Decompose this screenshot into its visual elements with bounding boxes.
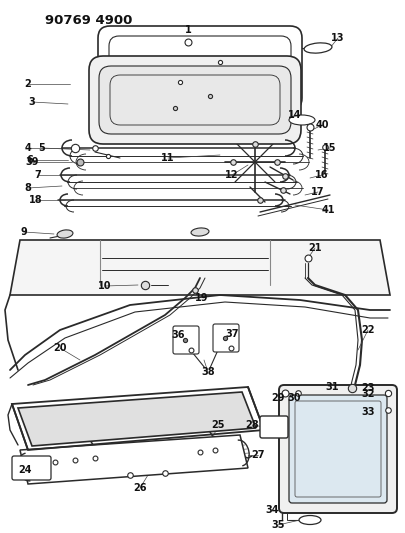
Text: 10: 10 <box>98 281 112 291</box>
Text: 38: 38 <box>201 367 215 377</box>
Text: 24: 24 <box>18 465 32 475</box>
FancyBboxPatch shape <box>289 395 387 503</box>
Text: 27: 27 <box>251 450 265 460</box>
Text: 26: 26 <box>133 483 147 493</box>
Text: 1: 1 <box>185 25 192 35</box>
Text: 41: 41 <box>321 205 335 215</box>
FancyBboxPatch shape <box>98 26 302 110</box>
Text: 16: 16 <box>315 170 329 180</box>
FancyBboxPatch shape <box>279 385 397 513</box>
Text: 14: 14 <box>288 110 302 120</box>
Text: 90769 4900: 90769 4900 <box>45 14 132 27</box>
Text: 19: 19 <box>195 293 209 303</box>
FancyBboxPatch shape <box>213 324 239 352</box>
Text: 15: 15 <box>323 143 337 153</box>
Polygon shape <box>10 240 390 295</box>
Ellipse shape <box>299 515 321 524</box>
Text: 22: 22 <box>361 325 375 335</box>
Text: 35: 35 <box>271 520 285 530</box>
Text: 37: 37 <box>225 329 239 339</box>
Text: 12: 12 <box>225 170 239 180</box>
FancyBboxPatch shape <box>12 456 51 480</box>
FancyBboxPatch shape <box>99 66 291 134</box>
Text: 29: 29 <box>271 393 285 403</box>
Text: 7: 7 <box>34 170 41 180</box>
Text: 21: 21 <box>308 243 322 253</box>
Text: 13: 13 <box>331 33 345 43</box>
Text: 6: 6 <box>27 155 33 165</box>
Text: 11: 11 <box>161 153 175 163</box>
Text: 25: 25 <box>211 420 225 430</box>
Text: 20: 20 <box>53 343 67 353</box>
FancyBboxPatch shape <box>89 56 301 144</box>
Text: 30: 30 <box>287 393 301 403</box>
Text: 39: 39 <box>25 157 39 167</box>
Text: 9: 9 <box>21 227 28 237</box>
Polygon shape <box>20 435 248 484</box>
Text: 3: 3 <box>29 97 35 107</box>
Text: 5: 5 <box>38 143 45 153</box>
Text: 23: 23 <box>361 383 375 393</box>
Text: 18: 18 <box>29 195 43 205</box>
Text: 2: 2 <box>25 79 31 89</box>
Text: 36: 36 <box>171 330 185 340</box>
Ellipse shape <box>191 228 209 236</box>
Text: 34: 34 <box>265 505 279 515</box>
Ellipse shape <box>57 230 73 238</box>
Text: 32: 32 <box>361 389 375 399</box>
Text: 33: 33 <box>361 407 375 417</box>
FancyBboxPatch shape <box>173 326 199 354</box>
Text: 8: 8 <box>25 183 32 193</box>
Text: 4: 4 <box>25 143 31 153</box>
FancyBboxPatch shape <box>260 416 288 438</box>
Text: 17: 17 <box>311 187 325 197</box>
Ellipse shape <box>304 43 332 53</box>
Text: 28: 28 <box>245 420 259 430</box>
Text: 31: 31 <box>325 382 339 392</box>
Polygon shape <box>18 392 256 446</box>
Ellipse shape <box>289 115 315 125</box>
Text: 40: 40 <box>315 120 329 130</box>
